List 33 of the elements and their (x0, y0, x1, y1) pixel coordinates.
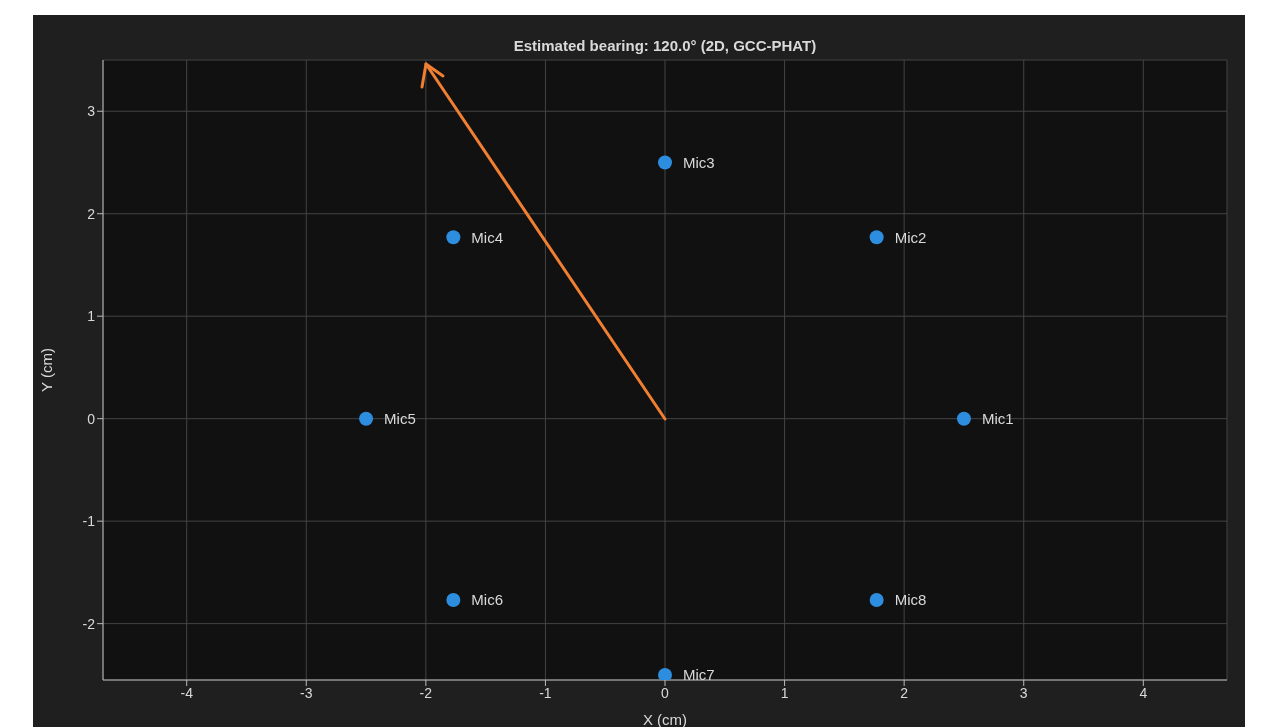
annotation: Mic4 (471, 228, 504, 246)
x-tick-label: -2 (419, 684, 433, 701)
point (658, 155, 672, 170)
annotation: Mic5 (384, 410, 416, 427)
point (446, 230, 461, 245)
x-tick-label: 1 (780, 684, 789, 701)
x-tick-label: 4 (1139, 684, 1148, 701)
chart-title: Estimated bearing: 120.0° (2D, GCC-PHAT) (512, 37, 818, 54)
point (956, 411, 971, 426)
x-tick-label: -4 (180, 684, 194, 701)
x-tick-label: 3 (1019, 684, 1028, 701)
point (869, 593, 884, 608)
annotation: Mic1 (981, 410, 1014, 427)
x-tick-label: 2 (900, 684, 909, 701)
x-tick-label: 0 (661, 684, 670, 701)
y-tick-label: 0 (87, 410, 96, 427)
point (658, 667, 672, 680)
x-tick-label: -1 (539, 684, 552, 701)
y-axis-title: Y (cm) (38, 348, 56, 392)
annotation: Mic6 (471, 591, 504, 609)
y-tick-label: -2 (82, 615, 96, 632)
annotation: Mic8 (894, 591, 927, 609)
y-tick-label: -1 (82, 513, 96, 530)
y-tick-label: 2 (87, 205, 96, 222)
y-tick-label: 1 (87, 308, 96, 325)
point (446, 593, 461, 608)
annotation: Mic2 (894, 228, 927, 246)
point (869, 230, 884, 245)
y-tick-label: 3 (87, 103, 96, 120)
annotation: Mic3 (683, 153, 715, 171)
point (359, 411, 374, 426)
x-tick-label: -3 (300, 684, 313, 701)
annotation: Mic7 (683, 666, 715, 684)
